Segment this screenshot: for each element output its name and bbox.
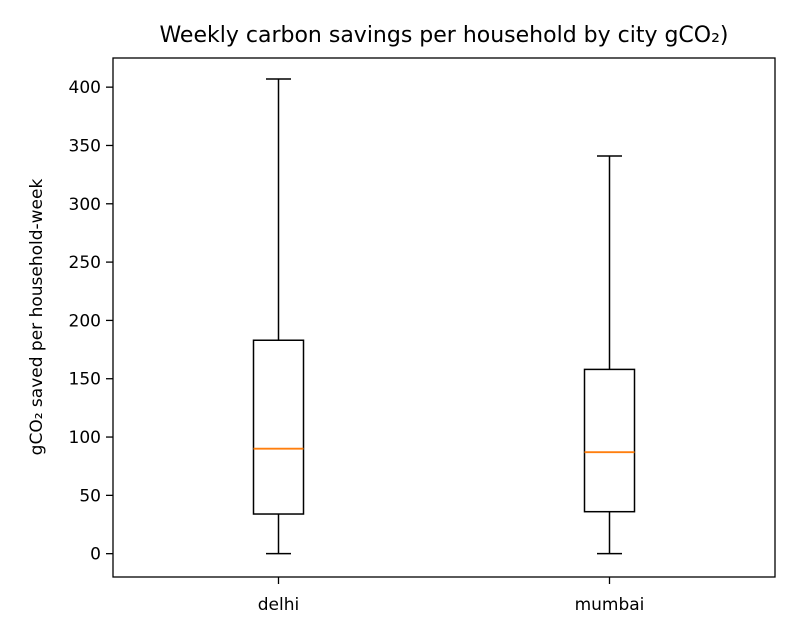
y-tick-label: 150 <box>69 370 101 390</box>
y-axis-ticks: 0 50 100 150 200 250 300 350 400 <box>69 78 113 565</box>
x-tick-label-mumbai: mumbai <box>575 595 645 615</box>
y-tick-label: 100 <box>69 428 101 448</box>
y-tick-label: 300 <box>69 195 101 215</box>
y-tick-label: 0 <box>90 545 101 565</box>
y-tick-label: 50 <box>79 486 101 506</box>
x-tick-label-delhi: delhi <box>258 595 299 615</box>
iqr-box <box>252 339 305 515</box>
y-tick-label: 250 <box>69 253 101 273</box>
box-delhi <box>252 78 305 555</box>
y-tick-label: 350 <box>69 136 101 156</box>
box-mumbai <box>583 155 636 555</box>
y-tick-label: 400 <box>69 78 101 98</box>
chart-title: Weekly carbon savings per household by c… <box>159 23 728 48</box>
y-tick-label: 200 <box>69 311 101 331</box>
x-axis-ticks: delhi mumbai <box>258 577 645 615</box>
plot-frame <box>112 57 776 578</box>
y-axis-label: gCO₂ saved per household-week <box>27 179 47 456</box>
box-series <box>252 78 636 555</box>
iqr-box <box>583 368 636 513</box>
